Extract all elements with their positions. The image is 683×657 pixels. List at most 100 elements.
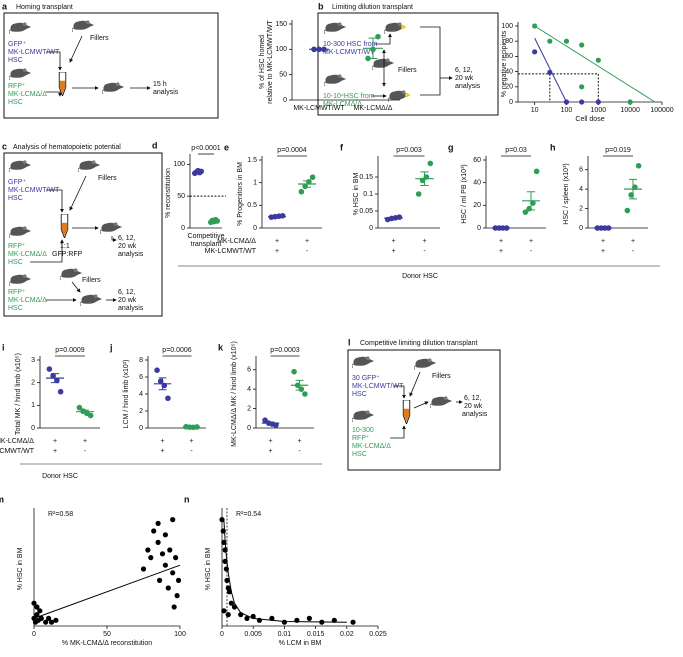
y-tick-label: 1 [31,402,35,409]
mouse-icon [100,221,123,234]
arrow [30,239,64,263]
diagram-frame [3,12,219,119]
x-tick-label: MK-LCMWT/WT [293,105,345,112]
data-point [579,42,585,48]
diagram-text: 10-10⁴HSC from [323,93,375,100]
genotype-mark: + [529,238,533,245]
diagram-title: Homing transplant [16,4,73,11]
data-point [244,615,250,622]
data-point [221,608,227,614]
panel-label: k [218,342,224,352]
mouse-icon [414,357,437,370]
diagram-text: GFP:RFP [52,251,83,258]
panel-label: d [152,140,158,150]
panel-label: b [318,1,324,11]
diagram-text: RFP⁺ [352,435,370,442]
data-point [579,99,585,105]
panel-label: h [550,142,556,152]
error-bar [158,377,167,391]
arrow [71,281,81,293]
diagram-text: Fillers [82,277,101,284]
data-point [595,57,601,63]
data-point [219,517,225,523]
x-axis-label: % LCM in BM [279,640,322,647]
genotype-mark: + [53,438,57,445]
data-point [159,551,166,557]
genotype-mark: + [189,438,193,445]
data-point [87,412,94,419]
genotype-mark: + [601,238,605,245]
y-tick-label: 100 [275,46,287,53]
diagram-text: 20 wk [455,75,474,82]
x-tick-label: 10 [531,107,539,114]
y-tick-label: 60 [505,53,513,60]
data-point [532,49,538,55]
data-point [302,391,308,397]
diagram-text: MK-LCMWT/WT [8,49,60,56]
diagram-text: MK-LCMΔ/Δ [8,91,47,98]
diagram-text: MK-LCMΔ/Δ [323,101,362,108]
diagram-text: Fillers [90,35,109,42]
diagram-text: RFP⁺ [8,83,26,90]
panel-label: m [0,494,4,504]
data-point [298,188,305,195]
data-point [151,528,157,534]
y-tick-label: 50 [177,193,185,200]
diagram-text: HSC [352,451,367,458]
y-axis-label: % of HSC homed [259,35,266,89]
x-tick-label: 100000 [650,107,673,114]
tube-icon [60,214,69,238]
y-tick-label: 4 [139,391,143,398]
mouse-icon [9,21,32,34]
data-point [165,395,171,402]
diagram-l: l Competitive limiting dilution transpla… [347,337,501,471]
diagram-text: analysis [455,83,481,90]
data-point [145,547,151,553]
diagram-text: 10-300 HSC from [323,41,378,48]
mouse-icon [324,21,347,34]
y-tick-label: 2 [247,405,251,412]
data-point [155,520,161,527]
arrow [46,91,62,97]
error-bar [628,178,638,200]
y-axis-label: % HSC in BM [353,172,360,215]
mouse-icon [60,267,83,280]
diagram-text: 20 wk [118,297,137,304]
mouse-icon [372,57,395,70]
mouse-icon [9,273,32,286]
diagram-text: MK-LCMΔ/Δ [352,443,391,450]
data-point [595,99,601,105]
diagram-text: HSC [8,259,23,266]
donor-label: Donor HSC [42,473,78,480]
y-tick-label: 0 [253,225,257,232]
arrow [46,51,62,71]
y-tick-label: 0.05 [359,208,373,215]
diagram-text: 6, 12, [118,289,136,296]
diagram-text: 10-300 [352,427,374,434]
x-tick-label: 10000 [620,107,640,114]
y-tick-label: 40 [505,68,513,75]
mouse-icon [80,293,103,306]
data-point [46,615,52,622]
diagram-text: MK-LCMΔ/Δ [8,297,47,304]
mouse-icon [72,19,95,32]
data-point [162,532,168,538]
mouse-icon [430,395,453,408]
data-point [225,612,231,618]
diagram-text: HSC [8,99,23,106]
data-point [170,517,176,523]
fit-line [223,519,347,623]
data-point [170,570,176,576]
panel-label: c [2,141,7,151]
error-bar [266,421,275,425]
error-bar [314,48,324,51]
genotype-label: MK-LCMΔ/Δ [217,238,256,245]
data-point [57,388,64,395]
genotype-mark: + [499,248,503,255]
y-tick-label: 4 [579,186,583,193]
arrow [375,33,392,45]
fit-line [534,25,656,103]
p-value: p=0.03 [505,147,527,154]
data-point [167,547,173,553]
